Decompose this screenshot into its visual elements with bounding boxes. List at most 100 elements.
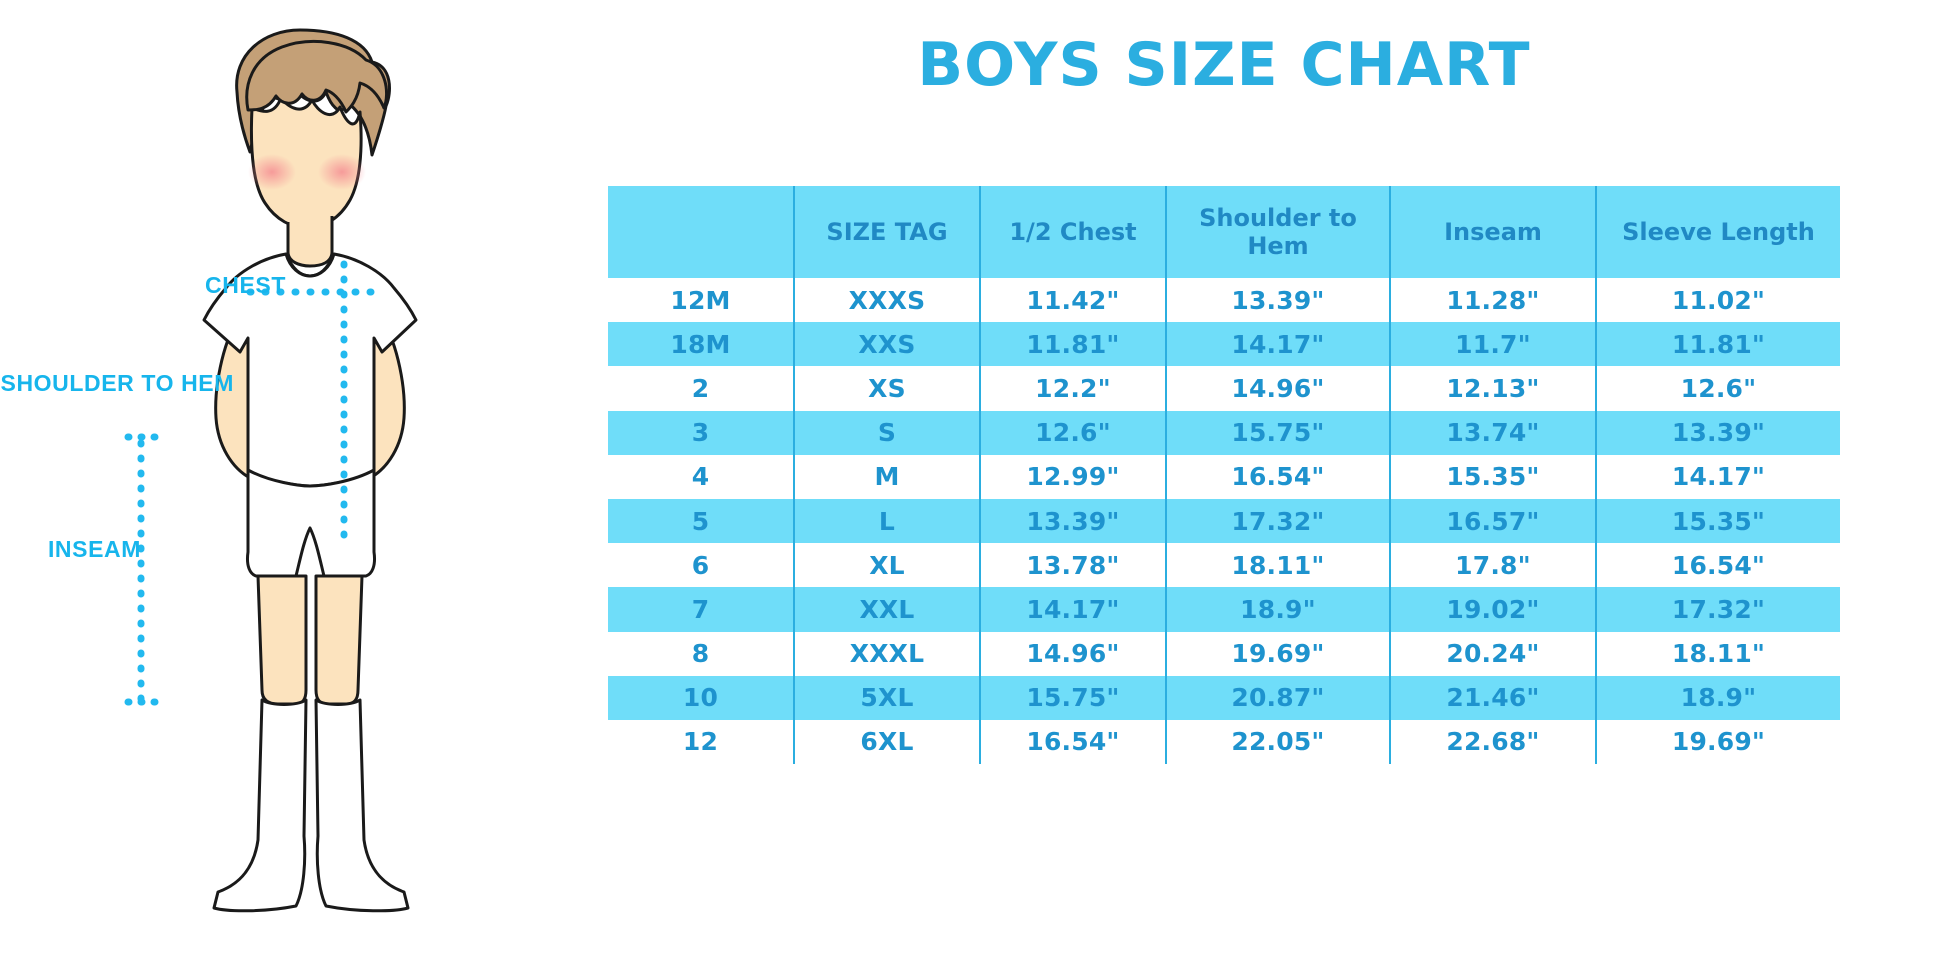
header-cell-size <box>608 186 794 278</box>
cell-sleeve-length: 18.11" <box>1595 631 1840 676</box>
hair-fringe <box>245 40 388 114</box>
size-chart-table: SIZE TAG 1/2 Chest Shoulder to Hem Insea… <box>608 186 1840 765</box>
cell-size-tag: 5XL <box>793 675 980 720</box>
table-row: 4 M 12.99" 16.54" 15.35" 14.17" <box>608 454 1840 499</box>
header-cell-shoulder-to-hem: Shoulder to Hem <box>1165 186 1390 278</box>
cell-sleeve-length: 17.32" <box>1595 587 1840 632</box>
face-shape <box>248 96 366 230</box>
cell-half-chest: 13.39" <box>979 498 1166 544</box>
measure-guides <box>124 260 382 706</box>
cell-size: 5 <box>691 506 710 536</box>
tshirt-shape <box>202 252 418 488</box>
cell-size-tag: XXXS <box>793 278 980 323</box>
cell-inseam: 11.28" <box>1389 278 1596 323</box>
cell-size: 7 <box>691 594 710 624</box>
cell-half-chest: 13.78" <box>979 543 1166 588</box>
cell-sleeve-length: 18.9" <box>1595 675 1840 720</box>
cell-sleeve-length: 12.6" <box>1595 366 1840 411</box>
cell-half-chest: 11.42" <box>979 278 1166 323</box>
cheek-right <box>318 154 366 190</box>
cell-sleeve-length: 13.39" <box>1595 410 1840 455</box>
cell-size: 3 <box>691 418 710 448</box>
cell-shoulder-to-hem: 15.75" <box>1165 410 1390 455</box>
cell-inseam: 11.7" <box>1389 322 1596 367</box>
cell-inseam: 12.13" <box>1389 366 1596 411</box>
table-header: SIZE TAG 1/2 Chest Shoulder to Hem Insea… <box>608 186 1840 278</box>
cell-inseam: 21.46" <box>1389 675 1596 720</box>
cell-size-tag: XL <box>793 543 980 588</box>
cell-shoulder-to-hem: 18.11" <box>1165 543 1390 588</box>
cell-size-tag: S <box>793 410 980 455</box>
shorts-shape <box>246 468 376 578</box>
table-row: 8 XXXL 14.96" 19.69" 20.24" 18.11" <box>608 631 1840 676</box>
cell-shoulder-to-hem: 13.39" <box>1165 278 1390 323</box>
cell-half-chest: 15.75" <box>979 675 1166 720</box>
table-row: 3 S 12.6" 15.75" 13.74" 13.39" <box>608 410 1840 455</box>
cell-shoulder-to-hem: 17.32" <box>1165 498 1390 544</box>
cell-half-chest: 12.2" <box>979 366 1166 411</box>
table-row: 2 XS 12.2" 14.96" 12.13" 12.6" <box>608 366 1840 411</box>
socks-shape <box>212 698 410 913</box>
measurement-label-inseam: INSEAM <box>47 536 141 562</box>
cell-half-chest: 11.81" <box>979 322 1166 367</box>
table-row: 12M XXXS 11.42" 13.39" 11.28" 11.02" <box>608 278 1840 323</box>
table-row: 10 5XL 15.75" 20.87" 21.46" 18.9" <box>608 675 1840 720</box>
table-row: 7 XXL 14.17" 18.9" 19.02" 17.32" <box>608 587 1840 632</box>
cell-size: 10 <box>682 683 719 713</box>
cell-sleeve-length: 11.81" <box>1595 322 1840 367</box>
cell-size-tag: L <box>793 498 980 544</box>
cell-size: 8 <box>691 639 710 669</box>
cell-sleeve-length: 11.02" <box>1595 278 1840 323</box>
cell-sleeve-length: 15.35" <box>1595 498 1840 544</box>
header-cell-inseam: Inseam <box>1389 186 1596 278</box>
cell-size: 6 <box>691 550 710 580</box>
cell-sleeve-length: 14.17" <box>1595 454 1840 499</box>
cell-half-chest: 14.17" <box>979 587 1166 632</box>
cell-sleeve-length: 16.54" <box>1595 543 1840 588</box>
cell-shoulder-to-hem: 19.69" <box>1165 631 1390 676</box>
cell-size-tag: XXL <box>793 587 980 632</box>
table-body: 12M XXXS 11.42" 13.39" 11.28" 11.02" 18M XXS 11.… <box>608 278 1840 765</box>
header-row: SIZE TAG 1/2 Chest Shoulder to Hem Insea… <box>608 186 1840 278</box>
cell-half-chest: 12.6" <box>979 410 1166 455</box>
cell-size-tag: 6XL <box>793 719 980 765</box>
cell-shoulder-to-hem: 14.96" <box>1165 366 1390 411</box>
cell-inseam: 13.74" <box>1389 410 1596 455</box>
cell-shoulder-to-hem: 22.05" <box>1165 719 1390 765</box>
cell-half-chest: 12.99" <box>979 454 1166 499</box>
cell-inseam: 17.8" <box>1389 543 1596 588</box>
measurement-label-chest: CHEST <box>205 272 286 298</box>
cell-shoulder-to-hem: 16.54" <box>1165 454 1390 499</box>
table-row: 12 6XL 16.54" 22.05" 22.68" 19.69" <box>608 719 1840 765</box>
cheek-left <box>248 154 296 190</box>
neck-shape <box>286 216 334 268</box>
table-row: 5 L 13.39" 17.32" 16.57" 15.35" <box>608 498 1840 544</box>
cell-size: 18M <box>670 329 731 359</box>
cell-sleeve-length: 19.69" <box>1595 719 1840 765</box>
header-cell-half-chest: 1/2 Chest <box>979 186 1166 278</box>
cell-size: 12M <box>670 285 731 315</box>
cell-size: 12 <box>682 727 719 757</box>
cell-shoulder-to-hem: 14.17" <box>1165 322 1390 367</box>
measurement-label-shoulder-to-hem: SHOULDER TO HEM <box>0 370 234 396</box>
cell-size: 2 <box>691 373 710 403</box>
cell-size-tag: XS <box>793 366 980 411</box>
legs-shape <box>256 574 364 706</box>
table-row: 18M XXS 11.81" 14.17" 11.7" 11.81" <box>608 322 1840 367</box>
cell-half-chest: 14.96" <box>979 631 1166 676</box>
cell-size-tag: XXS <box>793 322 980 367</box>
header-cell-sleeve-length: Sleeve Length <box>1595 186 1840 278</box>
cell-shoulder-to-hem: 20.87" <box>1165 675 1390 720</box>
cell-size-tag: XXXL <box>793 631 980 676</box>
cell-inseam: 19.02" <box>1389 587 1596 632</box>
table-row: 6 XL 13.78" 18.11" 17.8" 16.54" <box>608 543 1840 588</box>
cell-size-tag: M <box>793 454 980 499</box>
cell-size: 4 <box>691 462 710 492</box>
cell-inseam: 16.57" <box>1389 498 1596 544</box>
cell-inseam: 15.35" <box>1389 454 1596 499</box>
cell-half-chest: 16.54" <box>979 719 1166 765</box>
header-cell-size-tag: SIZE TAG <box>793 186 980 278</box>
boy-figure-illustration <box>0 0 600 973</box>
page-title: BOYS SIZE CHART <box>917 30 1531 100</box>
cell-inseam: 20.24" <box>1389 631 1596 676</box>
